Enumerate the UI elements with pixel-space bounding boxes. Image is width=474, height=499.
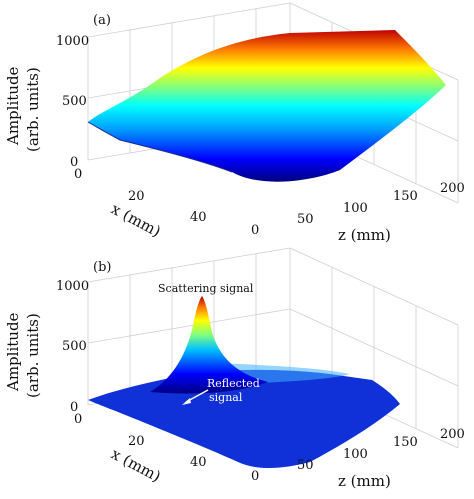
panel-b-arrowhead: [182, 398, 191, 405]
panel-b-x-label: x (mm): [108, 445, 164, 486]
panel-b-y-tick: 0: [70, 400, 78, 415]
panel-a-label: (a): [93, 13, 111, 28]
panel-b-x-tick: 0: [74, 412, 82, 427]
panel-b-y-tick: 1000: [56, 279, 89, 294]
panel-a-y-tick: 1000: [56, 34, 89, 49]
panel-a-y-tick: 500: [62, 94, 87, 109]
panel-a-z-tick: 0: [251, 223, 259, 238]
panel-b-surface: [88, 369, 400, 468]
panel-a-amplitude-label: Amplitude: [4, 66, 22, 146]
panel-b-z-tick: 100: [343, 447, 368, 462]
panel-b-y-tick: 500: [62, 339, 87, 354]
panel-b-amplitude-units: (arb. units): [24, 313, 42, 398]
panel-a-amplitude-units: (arb. units): [24, 67, 42, 152]
panel-b-x-tick: 40: [190, 455, 207, 470]
panel-b-x-tick: 20: [128, 434, 145, 449]
panel-b-z-label: z (mm): [338, 472, 391, 490]
panel-b-z-tick: 150: [393, 435, 418, 450]
panel-a-x-tick: 40: [190, 210, 207, 225]
panel-b-amplitude-label: Amplitude: [4, 312, 22, 392]
panel-b-scattering-annotation: Scattering signal: [158, 282, 254, 295]
panel-a-z-tick: 100: [343, 201, 368, 216]
panel-b-z-tick: 200: [440, 427, 465, 442]
panel-a-surface: [88, 30, 446, 182]
panel-a-x-tick: 20: [128, 189, 145, 204]
panel-b-label: (b): [93, 260, 111, 275]
panel-b-z-tick: 0: [251, 469, 259, 484]
panel-a-z-tick: 150: [393, 189, 418, 204]
panel-a: 1000 500 0 0 20 40 0 50 100 150 200 Ampl…: [4, 2, 465, 244]
panel-b-peak: [150, 296, 268, 394]
panel-a-surface-rim: [87, 121, 233, 173]
panel-a-z-tick: 50: [297, 212, 314, 227]
panel-b: 1000 500 0 0 20 40 0 50 100 150 200 Ampl…: [4, 247, 465, 490]
panel-a-x-tick: 0: [74, 167, 82, 182]
panel-b-reflected-annotation-line2: signal: [209, 391, 243, 404]
panel-b-z-tick: 50: [297, 458, 314, 473]
panel-a-z-tick: 200: [440, 181, 465, 196]
panel-b-reflected-annotation: Reflected: [207, 377, 260, 390]
panel-a-y-tick: 0: [70, 155, 78, 170]
panel-a-x-label: x (mm): [108, 200, 164, 241]
panel-a-z-label: z (mm): [338, 226, 391, 244]
